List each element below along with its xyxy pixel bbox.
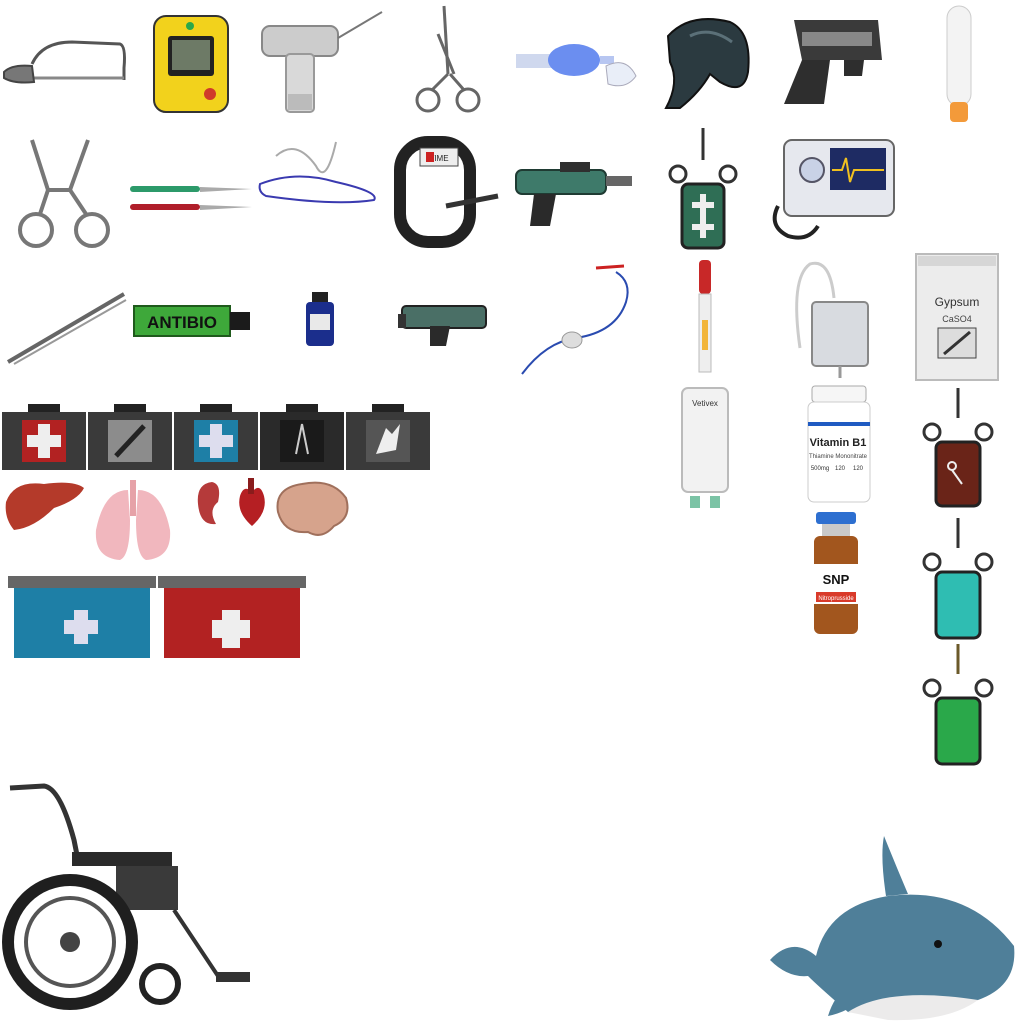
retractor-sprite[interactable]: [12, 130, 116, 250]
tourniquet-sprite[interactable]: TIME: [394, 132, 500, 248]
iv-fluid-bag-sprite[interactable]: Vetivex: [680, 386, 730, 512]
heart-monitor-defibrillator-sprite[interactable]: [768, 136, 896, 244]
bag-valve-mask-sprite[interactable]: [516, 36, 640, 92]
vitamin-dose: 500mg: [811, 466, 829, 472]
medkit-case-red-sprite[interactable]: [2, 404, 86, 470]
tool-case-grey-sprite[interactable]: [88, 404, 172, 470]
antibio-tube-sprite[interactable]: ANTIBIO: [133, 304, 250, 338]
bone-saw-sprite[interactable]: [2, 38, 128, 88]
injector-gun-sprite[interactable]: [515, 160, 634, 230]
kidney-sprite[interactable]: [194, 480, 224, 530]
snp-vial-sprite[interactable]: SNP Nitroprusside: [810, 512, 862, 638]
serum-injector-green-sprite[interactable]: [922, 644, 994, 768]
wheelchair-sprite[interactable]: [2, 780, 252, 1010]
vitamin-count: 120: [835, 466, 846, 472]
bone-case-sprite[interactable]: [346, 404, 430, 470]
surgery-case-black-sprite[interactable]: [260, 404, 344, 470]
gypsum-bag-sprite[interactable]: Gypsum CaSO4: [914, 252, 1000, 382]
heart-sprite[interactable]: [236, 476, 268, 532]
serum-injector-brown-sprite[interactable]: [922, 388, 994, 510]
brain-sprite[interactable]: [272, 478, 352, 540]
crate-red-sprite[interactable]: [158, 576, 306, 662]
stimpack-injector-sprite[interactable]: [668, 128, 738, 252]
autoinjector-pen-sprite[interactable]: [944, 5, 974, 124]
snp-subtitle: Nitroprusside: [818, 596, 854, 602]
tool-gun-sprite[interactable]: [396, 304, 490, 348]
hemostat-forceps-sprite[interactable]: [414, 4, 484, 116]
lungs-sprite[interactable]: [90, 480, 176, 562]
gypsum-label: Gypsum: [935, 295, 980, 309]
vitamin-subtitle: Thiamine Mononitrate: [809, 454, 868, 460]
tourniquet-time-label: TIME: [429, 154, 448, 163]
catheter-sprite[interactable]: [516, 262, 640, 378]
medicine-bottle-sprite[interactable]: [304, 292, 336, 348]
crate-blue-sprite[interactable]: [8, 576, 156, 662]
gypsum-formula: CaSO4: [942, 314, 972, 324]
tweezers-sprite[interactable]: [6, 290, 127, 366]
liver-sprite[interactable]: [4, 478, 86, 532]
iv-brand-label: Vetivex: [692, 399, 718, 408]
armor-helmet-sprite[interactable]: [660, 12, 754, 110]
scanner-gun-sprite[interactable]: [778, 16, 884, 108]
shark-plush-sprite[interactable]: [768, 836, 1020, 1022]
vitamin-count2: 120: [853, 466, 864, 472]
snp-label: SNP: [823, 572, 850, 587]
bone-drill-sprite[interactable]: [258, 6, 384, 116]
vitamin-label: Vitamin B1: [810, 437, 867, 449]
defibrillator-sprite[interactable]: [152, 12, 232, 114]
serum-injector-teal-sprite[interactable]: [922, 518, 994, 642]
urine-bag-sprite[interactable]: [790, 258, 874, 380]
suture-thread-sprite[interactable]: [256, 136, 382, 208]
antibio-label: ANTIBIO: [147, 313, 217, 332]
medkit-case-blue-sprite[interactable]: [174, 404, 258, 470]
vitamin-b1-bottle-sprite[interactable]: Vitamin B1 Thiamine Mononitrate 500mg 12…: [806, 385, 872, 504]
insulin-pen-sprite[interactable]: [696, 260, 714, 378]
scalpels-sprite[interactable]: [130, 184, 254, 214]
